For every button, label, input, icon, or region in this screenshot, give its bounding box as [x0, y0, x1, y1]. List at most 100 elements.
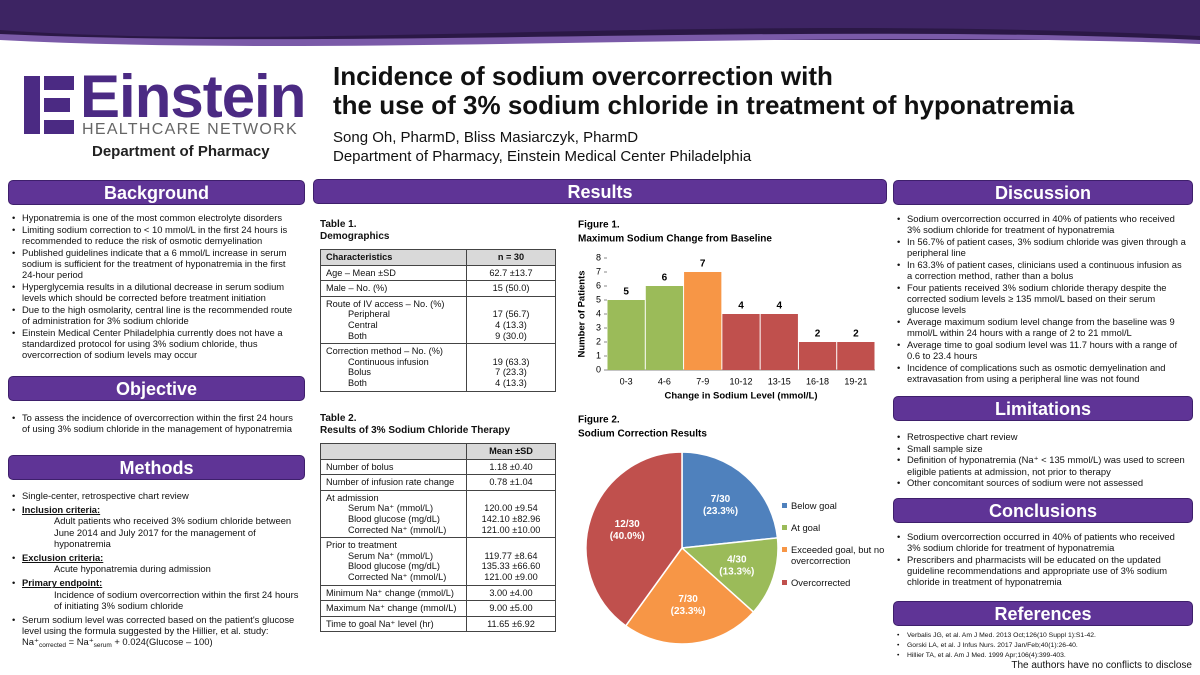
row-label-text: Route of IV access – No. (%) [326, 298, 445, 309]
y-tick-label: 7 [596, 266, 601, 276]
bullet: To assess the incidence of overcorrectio… [12, 412, 301, 434]
row-label: Prior to treatment Serum Na⁺ (mmol/L) Bloo… [320, 537, 467, 586]
department: Department of Pharmacy [92, 143, 270, 160]
formula-part: corrected [38, 642, 67, 650]
row-label: Minimum Na⁺ change (mmol/L) [320, 584, 467, 602]
row-label: Number of bolus [320, 458, 467, 476]
bullet-text: Serum sodium level was corrected based o… [22, 614, 295, 637]
table-row: Male – No. (%) 15 (50.0) [320, 280, 556, 297]
sub-label: Blood glucose (mg/dL) [348, 561, 440, 572]
bullet: Hyperglycemia results in a dilutional de… [12, 281, 301, 303]
sub-value: 4 (13.3) [495, 319, 527, 330]
bullet: Einstein Medical Center Philadelphia cur… [12, 327, 301, 361]
y-tick-label: 2 [596, 336, 601, 346]
table-block: Table 1. Demographics Characteristics n = 3… [320, 219, 556, 392]
sub-label: Both [348, 330, 367, 341]
bullet-heading: Inclusion criteria: [22, 504, 101, 516]
table-row: Number of infusion rate change 0.78 ±1.04 [320, 474, 556, 491]
bullet-list: Retrospective chart reviewSmall sample s… [893, 431, 1189, 489]
y-tick-label: 8 [596, 252, 601, 262]
formula: Na⁺corrected = Na⁺serum + 0.024(Glucose … [22, 636, 301, 651]
bullet-text: Incidence of sodium overcorrection withi… [54, 588, 299, 611]
row-value-spacer [472, 299, 550, 310]
title-line: the use of 3% sodium chloride in treatme… [333, 90, 1075, 120]
table-row: Prior to treatment Serum Na⁺ (mmol/L) Bloo… [320, 537, 556, 586]
data-label: 2 [853, 329, 859, 340]
section-header: Background [8, 180, 305, 205]
row-value: 120.00 ±9.54 142.10 ±82.96 121.00 ±10.00 [466, 489, 556, 539]
bullet: In 63.3% of patient cases, clinicians us… [897, 259, 1189, 281]
row-value: 15 (50.0) [466, 280, 556, 297]
table-row: Correction method – No. (%) Continuous in… [320, 343, 556, 392]
data-label: (23.3%) [671, 606, 706, 617]
section-header: Methods [8, 455, 305, 480]
formula-part: serum [93, 642, 112, 650]
legend-swatch [782, 503, 787, 508]
row-value: 1.18 ±0.40 [466, 458, 556, 476]
legend-label: Overcorrected [791, 577, 851, 588]
bar-chart: Figure 1. Maximum Sodium Change from Base… [577, 220, 875, 402]
header-cell: Mean ±SD [466, 443, 556, 460]
table-label: Table 2. [320, 413, 357, 424]
value-text: 0.78 ±1.04 [489, 477, 533, 488]
table: Characteristics n = 30 Age – Mean ±SD 62.7 … [320, 249, 556, 392]
title: Incidence of sodium overcorrection with … [333, 62, 1074, 120]
sub-label: Central [348, 319, 378, 330]
row-label-text: Number of infusion rate change [326, 477, 455, 488]
bullet-list: Verbalis JG, et al. Am J Med. 2013 Oct;1… [893, 631, 1189, 661]
header-cell [320, 443, 467, 460]
data-label: 4/30 [727, 554, 747, 565]
row-value-spacer [472, 540, 550, 551]
legend-swatch [782, 547, 787, 552]
formula-part: + 0.024(Glucose – 100) [111, 636, 213, 648]
logo-icon [24, 76, 74, 134]
x-tick-label: 16-18 [806, 376, 829, 386]
sub-value: 142.10 ±82.96 [481, 513, 541, 524]
x-tick-label: 19-21 [844, 376, 867, 386]
y-tick-label: 6 [596, 280, 601, 290]
section-header: Limitations [893, 396, 1193, 421]
sub-label: Both [348, 377, 367, 388]
bar [837, 342, 875, 370]
row-value: 11.65 ±6.92 [466, 615, 556, 633]
sub-label: Corrected Na⁺ (mmol/L) [348, 524, 447, 535]
bullet: Due to the high osmolarity, central line… [12, 304, 301, 326]
y-tick-label: 4 [596, 308, 601, 318]
data-label: 7/30 [711, 494, 731, 505]
sub-value: 121.00 ±10.00 [481, 524, 541, 535]
row-value: 17 (56.7) 4 (13.3) 9 (30.0) [466, 295, 556, 345]
x-tick-label: 0-3 [620, 376, 633, 386]
y-tick-label: 0 [596, 364, 601, 374]
row-label-text: Maximum Na⁺ change (mmol/L) [326, 603, 457, 614]
chart-title: Figure 1. [578, 220, 620, 231]
bullet: Exclusion criteria:Acute hyponatremia du… [12, 552, 301, 574]
y-axis-label: Number of Patients [577, 270, 588, 357]
sub-label: Serum Na⁺ (mmol/L) [348, 550, 433, 561]
bullet: Single-center, retrospective chart revie… [12, 490, 301, 501]
x-axis-label: Change in Sodium Level (mmol/L) [664, 391, 817, 402]
sub-value: 119.77 ±8.64 [484, 550, 538, 561]
bullet: Other concomitant sources of sodium were… [897, 477, 1189, 488]
bullet: Hyponatremia is one of the most common e… [12, 212, 301, 223]
pie-slice [681, 451, 779, 549]
row-label: At admission Serum Na⁺ (mmol/L) Blood gluc… [320, 489, 467, 539]
sub-value: 135.33 ±66.60 [481, 561, 541, 572]
bullet: Gorski LA, et al. J Infus Nurs. 2017 Jan… [897, 641, 1189, 651]
table-row: Time to goal Na⁺ level (hr) 11.65 ±6.92 [320, 615, 556, 633]
sub-value: 121.00 ±9.00 [484, 571, 538, 582]
row-label: Male – No. (%) [320, 280, 467, 297]
section-header: Results [313, 179, 887, 204]
bar [760, 314, 798, 370]
chart-subtitle: Maximum Sodium Change from Baseline [578, 234, 772, 245]
bullet-heading: Primary endpoint: [22, 577, 103, 589]
data-label: 2 [815, 329, 821, 340]
x-tick-label: 4-6 [658, 376, 671, 386]
row-value: 0.78 ±1.04 [466, 474, 556, 491]
sub-label: Bolus [348, 367, 371, 378]
sub-value: 19 (63.3) [492, 356, 530, 367]
row-label: Route of IV access – No. (%) Peripheral Ce… [320, 295, 467, 345]
legend-item: Exceeded goal, but no overcorrection [782, 544, 886, 566]
row-label-text: Age – Mean ±SD [326, 267, 396, 278]
logo-text: Einstein [80, 63, 306, 130]
row-label-text: Time to goal Na⁺ level (hr) [326, 618, 434, 629]
